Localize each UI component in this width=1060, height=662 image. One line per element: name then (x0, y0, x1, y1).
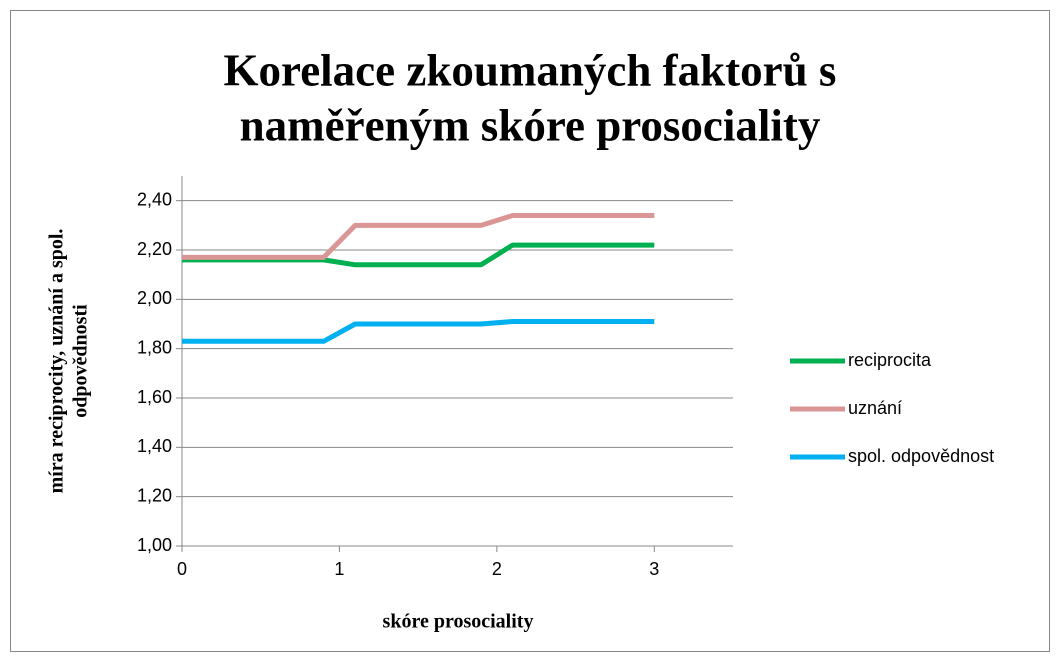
x-tick-label: 1 (334, 559, 344, 579)
x-tick-label: 0 (177, 559, 187, 579)
y-tick-label: 2,20 (137, 239, 172, 259)
data-line (182, 319, 655, 344)
y-tick-label: 1,00 (137, 535, 172, 555)
legend-label: reciprocita (848, 350, 932, 370)
chart-title: Korelace zkoumaných faktorů s (224, 45, 837, 95)
x-tick-label: 2 (492, 559, 502, 579)
y-tick-label: 2,00 (137, 288, 172, 308)
data-line (182, 212, 655, 260)
x-axis-label: skóre prosociality (383, 611, 534, 633)
y-tick-label: 1,40 (137, 436, 172, 456)
chart-border (10, 10, 1050, 652)
y-tick-label: 1,60 (137, 387, 172, 407)
y-axis-label: míra reciprocity, uznání a spol. odpověd… (46, 229, 92, 494)
legend-label: spol. odpovědnost (848, 446, 994, 466)
legend-label: uznání (848, 398, 902, 418)
chart-title: naměřeným skóre prosociality (240, 100, 821, 150)
y-tick-label: 1,80 (137, 337, 172, 357)
x-tick-label: 3 (649, 559, 659, 579)
y-axis-label-line: odpovědnosti (70, 304, 92, 418)
y-axis-label-line: míra reciprocity, uznání a spol. (46, 229, 68, 494)
y-tick-label: 2,40 (137, 189, 172, 209)
y-tick-label: 1,20 (137, 485, 172, 505)
